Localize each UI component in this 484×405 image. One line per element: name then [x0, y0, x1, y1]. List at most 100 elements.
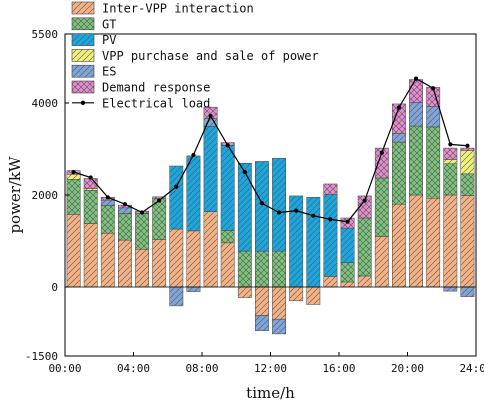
electrical-load-point-12 [259, 201, 265, 206]
bar-es-13 [272, 318, 286, 335]
bar-vpp-purchase-and-sale-of-power-24 [460, 150, 475, 175]
electrical-load-point-19 [379, 150, 384, 155]
bars-layer [66, 79, 475, 335]
load-line-layer [71, 76, 470, 224]
electrical-load-point-2 [88, 175, 93, 180]
x-tick-label: 12:00 [254, 362, 287, 375]
bar-pv-7 [169, 165, 184, 230]
bar-gt-3 [100, 205, 115, 234]
bar-demand-response-24 [460, 147, 475, 151]
x-tick-label: 16:00 [322, 362, 355, 375]
bar-es-8 [186, 286, 201, 292]
electrical-load-point-7 [174, 184, 179, 189]
x-tick-label: 08:00 [185, 362, 218, 375]
legend-line-marker [80, 100, 86, 106]
bar-inter-vpp-interaction-13 [272, 286, 286, 320]
legend-swatch [71, 33, 95, 46]
electrical-load-point-4 [122, 202, 128, 207]
bar-demand-response-16 [323, 183, 338, 195]
bar-inter-vpp-interaction-23 [443, 194, 458, 288]
electrical-load-point-10 [225, 143, 230, 148]
bar-gt-19 [374, 177, 389, 237]
bar-es-22 [426, 106, 441, 128]
bar-gt-17 [340, 262, 355, 283]
y-tick-label: 5500 [32, 28, 59, 41]
bar-pv-16 [323, 194, 338, 277]
electrical-load-point-17 [345, 219, 350, 224]
bar-inter-vpp-interaction-1 [66, 214, 81, 288]
bar-demand-response-21 [409, 79, 423, 103]
axes: -1500 0 2000 4000 5500 00:00 04:00 08:00 12:00 16… [6, 28, 484, 402]
legend-label: Electrical load [102, 96, 210, 110]
bar-gt-4 [118, 213, 132, 241]
bar-inter-vpp-interaction-20 [392, 203, 406, 288]
bar-vpp-purchase-and-sale-of-power-23 [443, 159, 458, 164]
x-tick-label: 04:00 [117, 362, 150, 375]
legend-label: Demand response [102, 81, 210, 95]
bar-inter-vpp-interaction-16 [323, 276, 338, 288]
electrical-load-point-9 [208, 113, 213, 118]
electrical-load-point-13 [276, 210, 282, 215]
bar-gt-5 [135, 213, 149, 250]
electrical-load-point-11 [242, 169, 247, 175]
bar-gt-24 [460, 173, 475, 196]
x-axis-label: time/h [246, 384, 295, 402]
bar-es-12 [255, 315, 269, 331]
legend-label: PV [102, 33, 116, 47]
bar-vpp-purchase-and-sale-of-power-1 [66, 174, 81, 180]
bar-demand-response-9 [203, 106, 218, 119]
bar-inter-vpp-interaction-24 [460, 195, 475, 288]
bar-inter-vpp-interaction-5 [135, 249, 149, 288]
bar-gt-11 [237, 250, 252, 288]
electrical-load-point-20 [396, 105, 402, 110]
bar-vpp-purchase-and-sale-of-power-2 [83, 188, 98, 191]
bar-pv-13 [272, 157, 286, 252]
y-tick-label: 0 [51, 281, 58, 294]
bar-inter-vpp-interaction-6 [152, 239, 167, 288]
bar-inter-vpp-interaction-2 [83, 223, 98, 288]
x-tick-label: 00:00 [48, 362, 81, 375]
electrical-load-point-21 [413, 76, 419, 81]
bar-es-20 [392, 133, 406, 143]
bar-inter-vpp-interaction-11 [237, 286, 252, 298]
bar-inter-vpp-interaction-14 [289, 286, 304, 302]
bar-demand-response-20 [392, 103, 406, 134]
electrical-load-point-1 [71, 169, 76, 175]
bar-pv-17 [340, 227, 355, 263]
bar-demand-response-18 [357, 195, 372, 219]
legend-swatch [71, 80, 95, 94]
electrical-load-point-18 [362, 198, 367, 203]
legend-swatch [71, 64, 95, 78]
bar-es-4 [118, 207, 132, 214]
electrical-load-point-14 [294, 208, 299, 213]
bar-pv-9 [203, 126, 218, 212]
bar-inter-vpp-interaction-19 [374, 236, 389, 288]
bar-inter-vpp-interaction-9 [203, 211, 218, 288]
bar-pv-15 [306, 197, 321, 288]
y-tick-label: 4000 [32, 97, 59, 110]
bar-gt-2 [83, 190, 98, 224]
bar-inter-vpp-interaction-8 [186, 230, 201, 288]
bar-gt-6 [152, 198, 167, 240]
electrical-load-point-16 [328, 217, 333, 222]
bar-inter-vpp-interaction-3 [100, 232, 115, 288]
bar-es-3 [100, 199, 115, 206]
legend-label: Inter-VPP interaction [102, 2, 254, 16]
bar-es-24 [460, 286, 475, 297]
bar-gt-13 [272, 250, 286, 288]
legend-label: VPP purchase and sale of power [102, 49, 319, 63]
x-tick-label: 20:00 [391, 362, 424, 375]
bar-gt-1 [66, 179, 81, 215]
x-tick-label: 24:00 [459, 362, 484, 375]
y-tick-label: -1500 [25, 350, 58, 363]
electrical-load-point-3 [105, 195, 110, 200]
bar-inter-vpp-interaction-12 [255, 286, 269, 316]
bar-inter-vpp-interaction-10 [220, 242, 235, 288]
legend-label: GT [102, 17, 116, 31]
legend-swatch [71, 1, 95, 15]
bar-es-23 [443, 286, 458, 292]
electrical-load-point-8 [191, 152, 196, 158]
electrical-load-point-15 [311, 213, 316, 218]
